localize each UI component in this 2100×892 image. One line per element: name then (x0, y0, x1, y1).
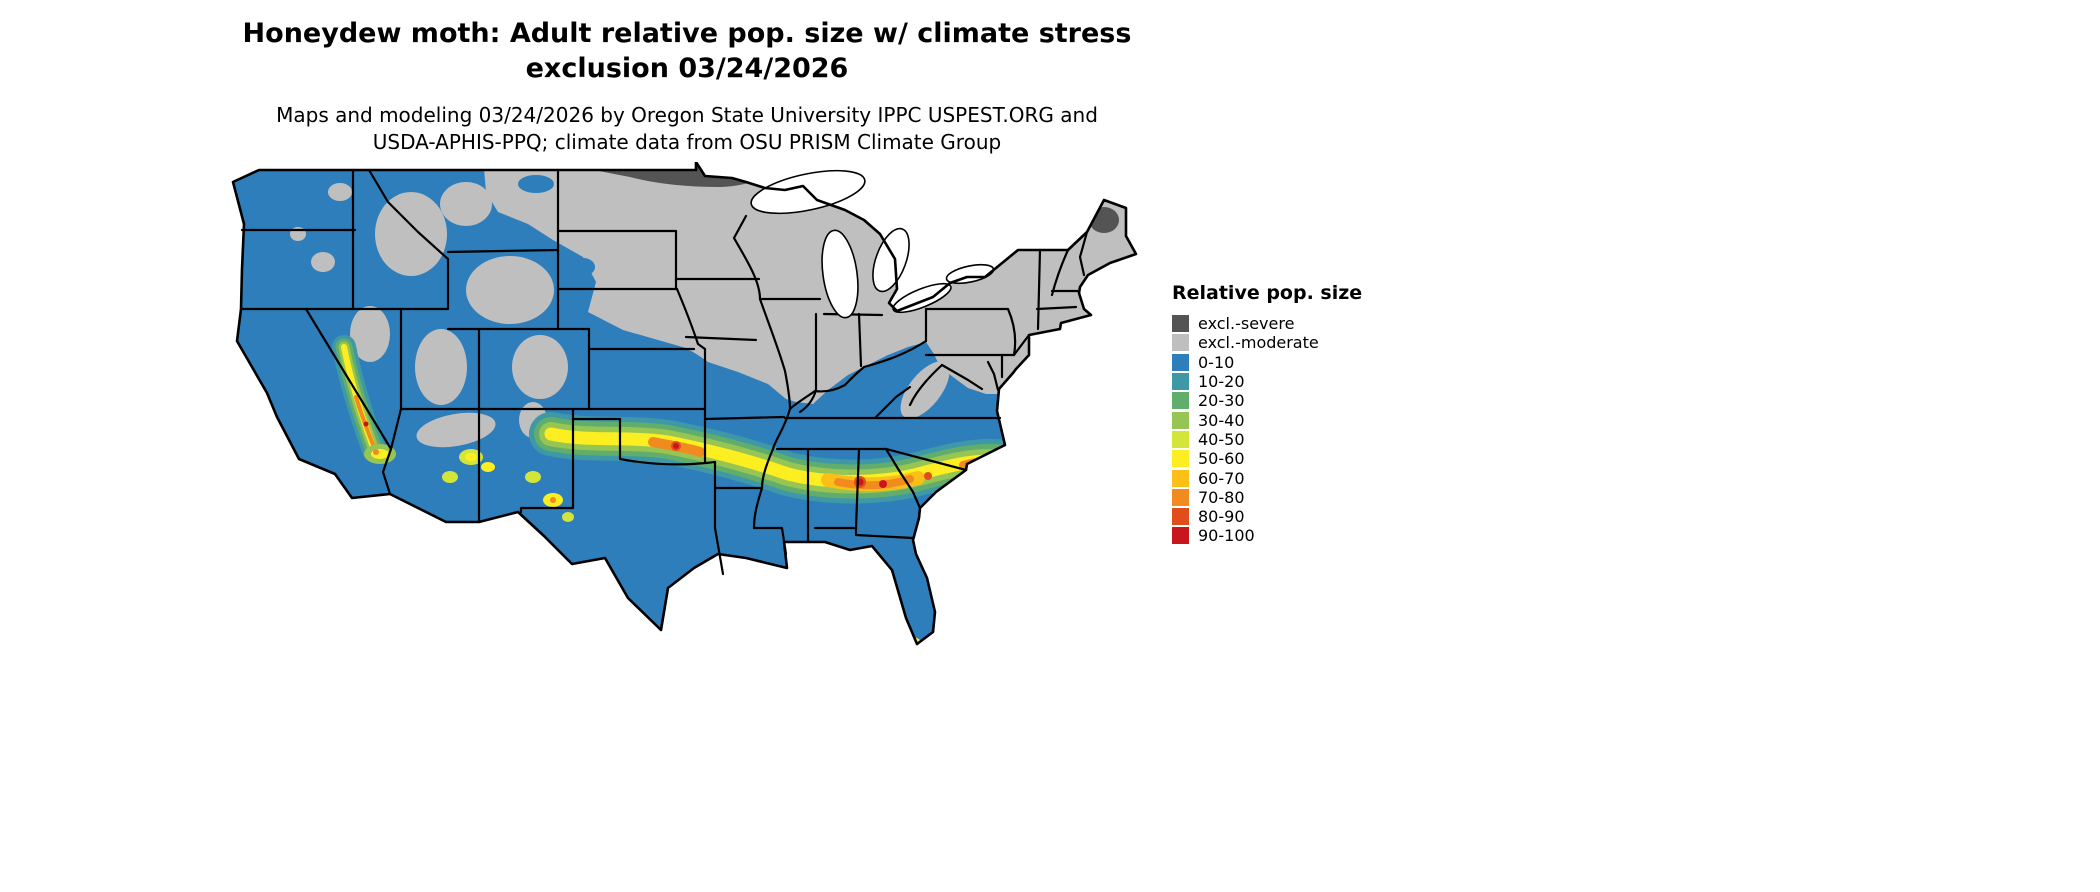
legend-swatch (1172, 334, 1189, 352)
legend-item: 50-60 (1172, 449, 1362, 468)
legend: Relative pop. size excl.-severe excl.-mo… (1172, 282, 1362, 546)
legend-swatch (1172, 469, 1189, 487)
legend-label: 10-20 (1198, 372, 1245, 392)
credit-line-2: USDA-APHIS-PPQ; climate data from OSU PR… (372, 130, 1002, 155)
lake-huron (872, 227, 910, 293)
legend-swatch (1172, 373, 1189, 391)
legend-item: 60-70 (1172, 468, 1362, 488)
credit-line-1: Maps and modeling 03/24/2026 by Oregon S… (276, 103, 1098, 128)
state-borders (239, 168, 1089, 576)
legend-label: 50-60 (1198, 449, 1245, 469)
map-header: Honeydew moth: Adult relative pop. size … (0, 16, 1374, 156)
legend-swatch (1172, 508, 1189, 526)
lake-michigan (821, 229, 859, 319)
valley-hotspot (363, 421, 369, 427)
legend-swatch (1172, 488, 1189, 506)
legend-label: excl.-severe (1198, 314, 1295, 334)
region-excl-moderate-west-patches (290, 182, 950, 448)
legend-swatch (1172, 430, 1189, 448)
legend-label: 70-80 (1198, 487, 1245, 507)
legend-label: 30-40 (1198, 410, 1245, 430)
legend-swatch (1172, 353, 1189, 371)
legend-label: 80-90 (1198, 507, 1245, 527)
raster-layers (233, 162, 1136, 644)
california-valley-band (332, 335, 386, 462)
legend-swatch (1172, 527, 1189, 545)
legend-item: 40-50 (1172, 430, 1362, 449)
legend-swatch (1172, 411, 1189, 429)
legend-label: 0-10 (1198, 352, 1235, 372)
lake-erie (892, 282, 952, 314)
legend-swatch (1172, 450, 1189, 468)
legend-item: 10-20 (1172, 372, 1362, 391)
legend-label: 40-50 (1198, 429, 1245, 449)
title-line-2: exclusion 03/24/2026 (525, 53, 849, 85)
legend-label: excl.-moderate (1198, 333, 1319, 353)
southern-band-hotspots (671, 441, 991, 488)
legend-label: 20-30 (1198, 391, 1245, 411)
national-outline (231, 162, 1138, 646)
legend-item: 20-30 (1172, 391, 1362, 410)
legend-item: 30-40 (1172, 410, 1362, 430)
legend-swatch (1172, 315, 1189, 333)
legend-label: 90-100 (1198, 526, 1255, 546)
title-line-1: Honeydew moth: Adult relative pop. size … (242, 18, 1132, 49)
map-credit: Maps and modeling 03/24/2026 by Oregon S… (0, 102, 1374, 156)
legend-swatch (1172, 392, 1189, 410)
page-title: Honeydew moth: Adult relative pop. size … (0, 16, 1374, 86)
legend-label: 60-70 (1198, 468, 1245, 488)
legend-item: 0-10 (1172, 353, 1362, 372)
legend-title: Relative pop. size (1172, 282, 1363, 304)
us-population-map (231, 162, 1138, 646)
region-0-10-islands (518, 175, 595, 276)
legend-item: 70-80 (1172, 488, 1362, 507)
legend-item: excl.-severe (1172, 314, 1362, 333)
legend-item: excl.-moderate (1172, 333, 1362, 352)
legend-item: 80-90 (1172, 507, 1362, 526)
legend-item: 90-100 (1172, 526, 1362, 545)
